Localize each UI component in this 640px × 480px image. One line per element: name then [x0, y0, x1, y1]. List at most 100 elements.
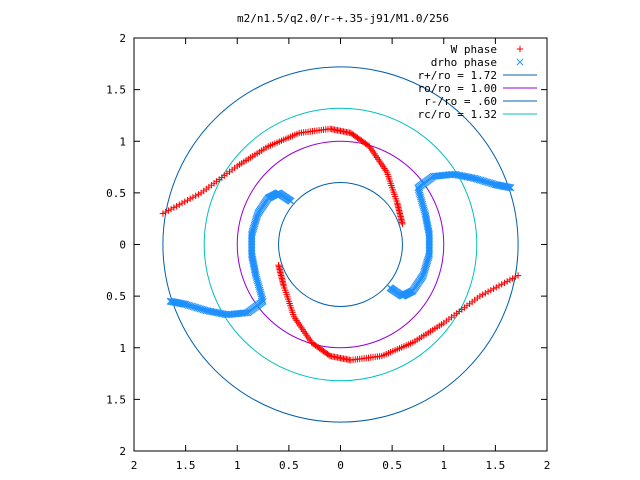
series-0-point [159, 210, 167, 217]
legend-symbol [516, 58, 524, 66]
series-0-point [498, 281, 505, 288]
x-tick-label: 0 [337, 459, 344, 472]
series-1-point [451, 171, 460, 179]
series-1-point [453, 171, 461, 179]
circle-2 [278, 182, 403, 307]
series-1-point [248, 251, 256, 259]
x-tick-label: 0.5 [279, 459, 299, 472]
series-0-point [484, 288, 492, 295]
series-0-point [509, 275, 516, 282]
series-0-point [487, 287, 495, 294]
series-1-point [462, 173, 470, 181]
series-1-point [217, 309, 225, 318]
legend-label: W phase [451, 43, 497, 56]
series-1-point [457, 172, 466, 180]
series-0-point [325, 351, 333, 359]
series-0-point [197, 189, 205, 197]
y-tick-label: 1.5 [106, 84, 126, 97]
legend-entry: ro/ro = 1.00 [418, 82, 537, 95]
series-0-point [170, 204, 178, 211]
series-0-point [506, 276, 514, 284]
series-1-point [249, 260, 258, 268]
series-0-point [167, 205, 175, 213]
series-0-point [512, 273, 519, 281]
series-0-point [503, 278, 511, 285]
x-tick-label: 1 [440, 459, 447, 472]
series-1-point [423, 218, 431, 226]
series-1-point [210, 308, 218, 316]
series-1-point [250, 261, 258, 269]
series-1-point [166, 297, 174, 305]
series-1-point [450, 170, 458, 178]
series-1-point [168, 298, 176, 306]
legend-entry: r+/ro = 1.72 [418, 69, 537, 82]
y-tick-label: 0 [119, 239, 126, 252]
series-1-point [214, 309, 222, 317]
series-1-point [466, 173, 474, 182]
x-tick-label: 1.5 [176, 459, 196, 472]
series-0-point [184, 197, 191, 204]
series-0-point [181, 198, 188, 205]
y-tick-label: 2 [119, 445, 126, 458]
x-tick-label: 2 [544, 459, 551, 472]
series-0-point [476, 292, 484, 300]
series-0-point [482, 289, 489, 297]
series-1-point [414, 186, 423, 194]
series-1-point [248, 254, 256, 262]
series-1-point [250, 264, 258, 272]
legend-label: drho phase [431, 56, 497, 69]
series-1-point [422, 215, 430, 223]
series-0-point [348, 130, 356, 138]
circle-3 [203, 107, 478, 382]
series-1-point [221, 310, 230, 318]
circle-0 [162, 66, 519, 423]
legend-entry: r-/ro = .60 [424, 95, 537, 108]
series-1-point [460, 172, 468, 180]
series-1-point [223, 311, 231, 319]
series-1-point [423, 217, 431, 225]
x-tick-label: 1 [234, 459, 241, 472]
series-1-point [506, 183, 514, 192]
series-1-point [425, 229, 433, 237]
series-1-point [249, 255, 257, 263]
series-0-point [173, 202, 180, 210]
series-1-point [213, 309, 221, 317]
series-1-point [207, 307, 215, 316]
series-1-point [459, 172, 467, 180]
series-1-point [507, 184, 515, 192]
chart-title: m2/n1.5/q2.0/r-+.35-j91/M1.0/256 [237, 12, 449, 25]
series-0-point [178, 200, 186, 207]
series-1-point [249, 257, 257, 265]
series-1-point [424, 224, 432, 232]
series-1-point [425, 230, 433, 238]
series-1-point [220, 310, 228, 318]
series-1-point [215, 309, 224, 317]
series-1-point [251, 267, 259, 275]
circles-layer [162, 66, 519, 423]
series-1-point [423, 221, 432, 229]
series-1-point [424, 226, 432, 234]
series-1-point [218, 310, 227, 318]
series-0-point [195, 191, 202, 198]
points-layer [159, 125, 522, 364]
series-1-point [208, 308, 216, 316]
series-0-point [501, 279, 508, 287]
x-tick-label: 1.5 [485, 459, 505, 472]
y-tick-label: 1 [119, 342, 126, 355]
series-1-point [250, 263, 258, 271]
y-tick-label: 0.5 [106, 290, 126, 303]
series-0-point [493, 284, 500, 291]
series-0-point [479, 291, 486, 298]
x-tick-label: 2 [131, 459, 138, 472]
y-tick-label: 2 [119, 32, 126, 45]
legend-label: rc/ro = 1.32 [418, 108, 497, 121]
legend-label: r+/ro = 1.72 [418, 69, 497, 82]
legend-entry: drho phase [431, 56, 524, 69]
series-1-point [456, 171, 464, 180]
series-1-point [468, 174, 476, 182]
y-tick-label: 1.5 [106, 393, 126, 406]
series-0-point [186, 195, 194, 202]
series-0-point [162, 208, 169, 216]
